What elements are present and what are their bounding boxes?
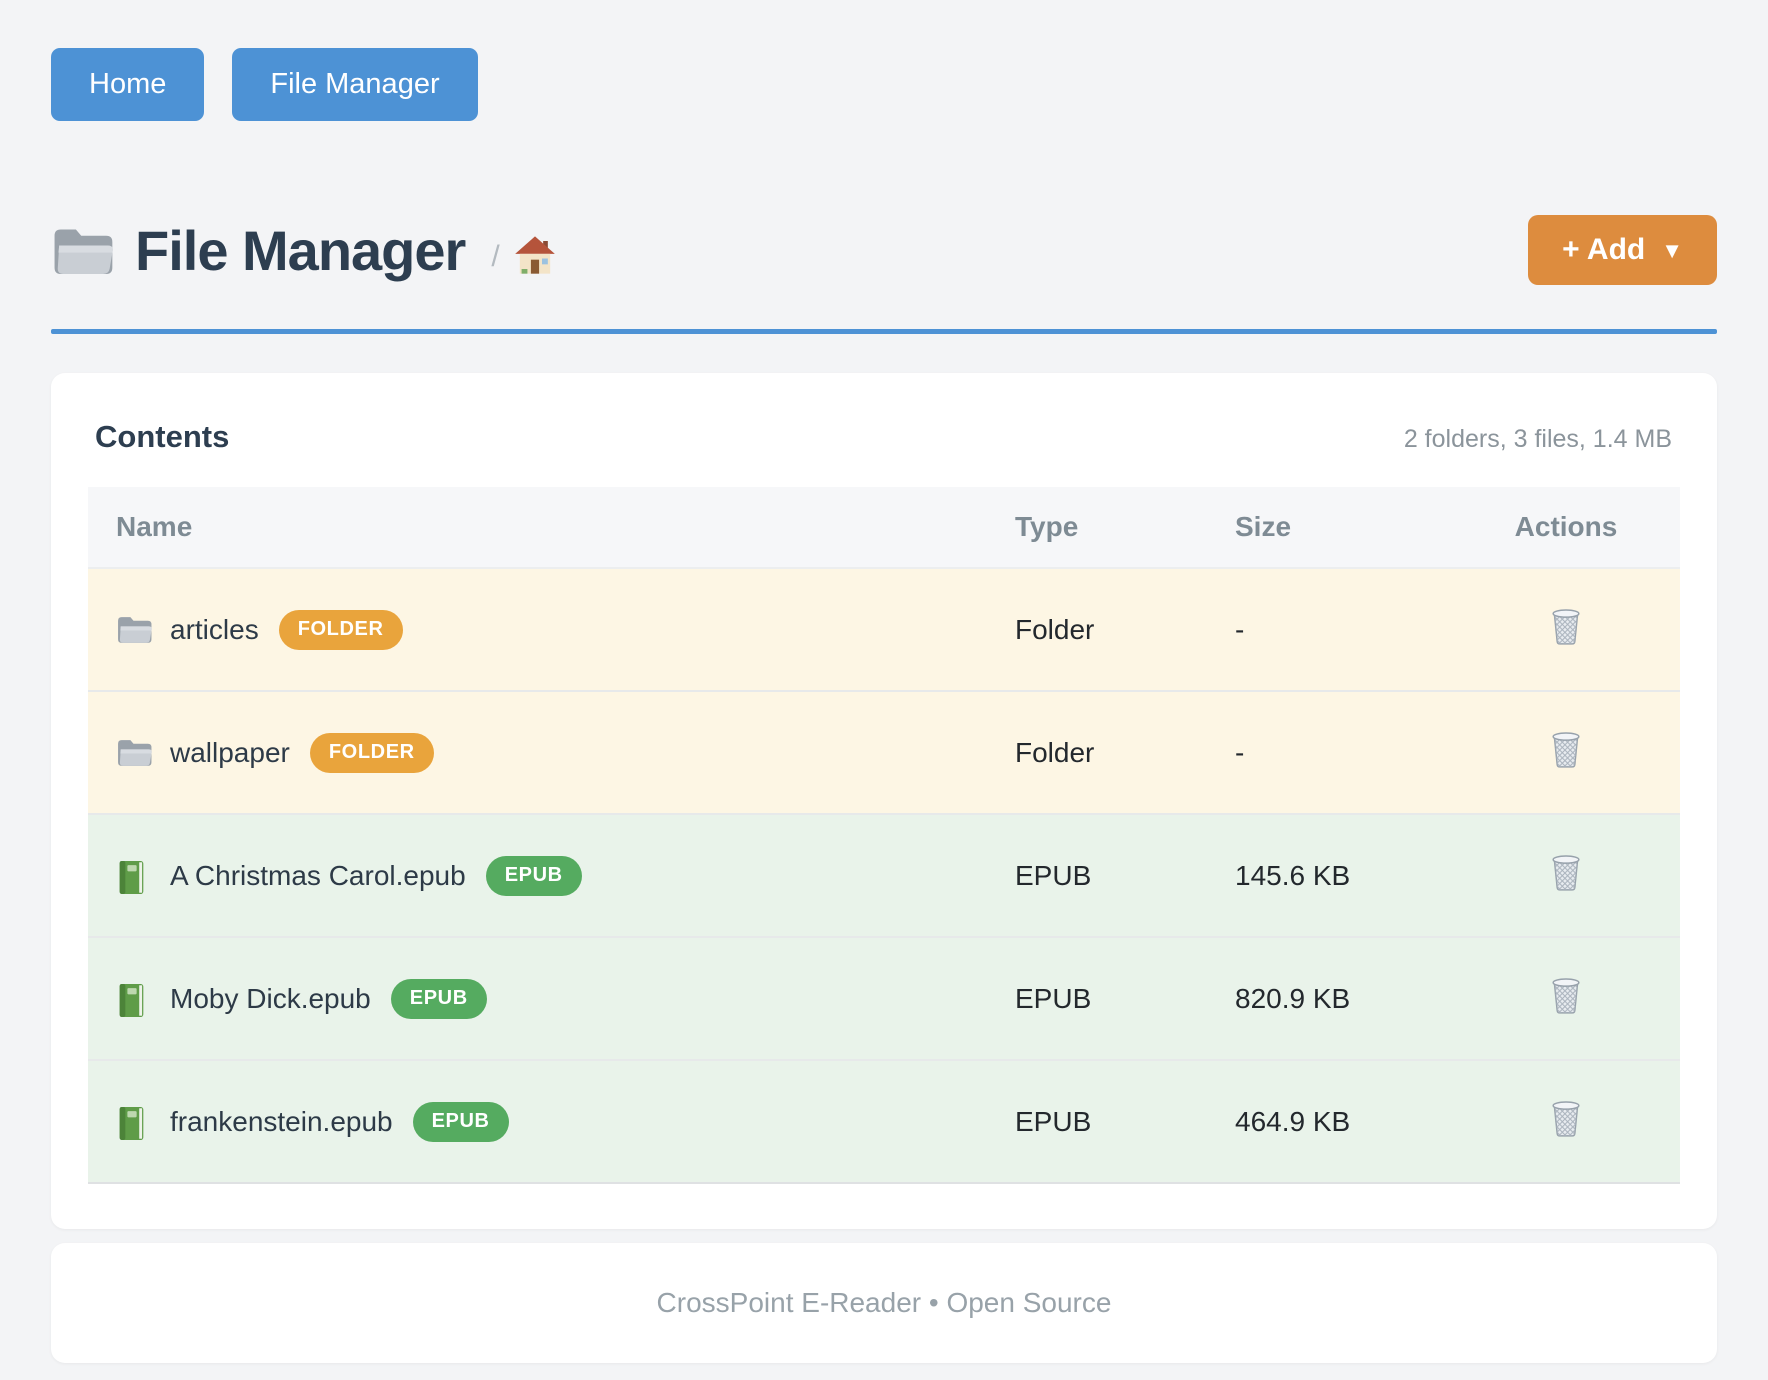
chevron-down-icon: ▼ — [1661, 238, 1683, 263]
table-row: wallpaper FOLDER Folder - — [88, 691, 1680, 815]
folder-icon — [51, 223, 115, 277]
trash-icon — [1548, 1101, 1584, 1141]
delete-button[interactable] — [1548, 606, 1584, 646]
file-name[interactable]: A Christmas Carol.epub — [170, 859, 466, 891]
file-type: EPUB — [987, 937, 1207, 1061]
top-nav: Home File Manager — [51, 48, 1717, 121]
footer: CrossPoint E-Reader • Open Source — [51, 1243, 1717, 1363]
contents-summary: 2 folders, 3 files, 1.4 MB — [1403, 425, 1672, 453]
add-button[interactable]: + Add ▼ — [1528, 215, 1717, 285]
add-button-label: + Add — [1562, 233, 1646, 266]
file-size: 145.6 KB — [1207, 814, 1452, 938]
card-header: Contents 2 folders, 3 files, 1.4 MB — [88, 419, 1680, 455]
file-table: Name Type Size Actions articles FOLDER F… — [88, 487, 1680, 1184]
file-size: 820.9 KB — [1207, 937, 1452, 1061]
file-size: 464.9 KB — [1207, 1060, 1452, 1184]
type-badge: FOLDER — [309, 732, 434, 773]
table-row: articles FOLDER Folder - — [88, 568, 1680, 692]
trash-icon — [1548, 732, 1584, 772]
type-badge: FOLDER — [278, 609, 403, 650]
trash-icon — [1548, 978, 1584, 1018]
house-icon[interactable] — [514, 234, 556, 276]
column-header-name: Name — [88, 487, 987, 569]
table-header-row: Name Type Size Actions — [88, 487, 1680, 569]
file-type: EPUB — [987, 1060, 1207, 1184]
trash-icon — [1548, 609, 1584, 649]
accent-divider — [51, 329, 1717, 334]
home-nav-button[interactable]: Home — [51, 48, 205, 121]
page-title: File Manager — [135, 218, 466, 282]
file-size: - — [1207, 568, 1452, 692]
breadcrumb: File Manager / — [51, 218, 556, 283]
breadcrumb-separator: / — [491, 240, 500, 273]
book-icon — [116, 859, 153, 894]
column-header-type: Type — [987, 487, 1207, 569]
file-name[interactable]: Moby Dick.epub — [170, 982, 371, 1014]
type-badge: EPUB — [412, 1101, 509, 1142]
delete-button[interactable] — [1548, 729, 1584, 769]
file-type: Folder — [987, 568, 1207, 692]
table-row: frankenstein.epub EPUB EPUB 464.9 KB — [88, 1060, 1680, 1184]
book-icon — [116, 1105, 153, 1140]
column-header-size: Size — [1207, 487, 1452, 569]
file-size: - — [1207, 691, 1452, 815]
book-icon — [116, 982, 153, 1017]
type-badge: EPUB — [485, 855, 582, 896]
file-name[interactable]: wallpaper — [170, 736, 290, 768]
table-row: Moby Dick.epub EPUB EPUB 820.9 KB — [88, 937, 1680, 1061]
column-header-actions: Actions — [1452, 487, 1680, 569]
table-row: A Christmas Carol.epub EPUB EPUB 145.6 K… — [88, 814, 1680, 938]
type-badge: EPUB — [390, 978, 487, 1019]
folder-icon — [116, 613, 153, 647]
file-manager-nav-button[interactable]: File Manager — [232, 48, 478, 121]
trash-icon — [1548, 855, 1584, 895]
contents-card: Contents 2 folders, 3 files, 1.4 MB Name… — [51, 373, 1717, 1229]
delete-button[interactable] — [1548, 975, 1584, 1015]
file-type: Folder — [987, 691, 1207, 815]
delete-button[interactable] — [1548, 1098, 1584, 1138]
file-type: EPUB — [987, 814, 1207, 938]
file-name[interactable]: frankenstein.epub — [170, 1105, 393, 1137]
card-title: Contents — [95, 419, 230, 454]
title-row: File Manager / + Add ▼ — [51, 215, 1717, 285]
footer-text: CrossPoint E-Reader • Open Source — [656, 1287, 1112, 1318]
folder-icon — [116, 736, 153, 770]
file-name[interactable]: articles — [170, 613, 259, 645]
delete-button[interactable] — [1548, 852, 1584, 892]
